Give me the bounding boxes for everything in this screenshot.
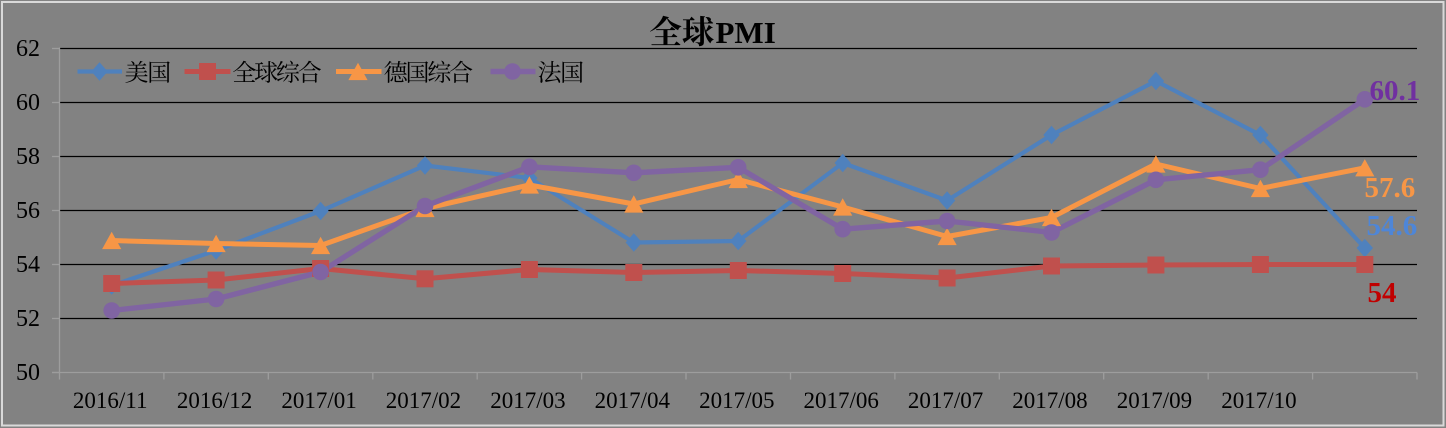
svg-text:62: 62 — [16, 36, 40, 62]
svg-text:2017/01: 2017/01 — [281, 388, 356, 413]
svg-text:2017/02: 2017/02 — [386, 388, 461, 413]
svg-text:2017/03: 2017/03 — [490, 388, 565, 413]
svg-text:60: 60 — [16, 90, 40, 116]
svg-text:58: 58 — [16, 144, 40, 170]
svg-text:57.6: 57.6 — [1365, 172, 1416, 204]
svg-text:2017/05: 2017/05 — [699, 388, 774, 413]
svg-text:54: 54 — [16, 252, 40, 278]
svg-text:2016/11: 2016/11 — [73, 388, 148, 413]
svg-text:2017/07: 2017/07 — [908, 388, 983, 413]
svg-text:2016/12: 2016/12 — [177, 388, 252, 413]
svg-text:2017/09: 2017/09 — [1117, 388, 1192, 413]
svg-text:50: 50 — [16, 360, 40, 386]
svg-text:54: 54 — [1368, 277, 1397, 309]
svg-text:2017/06: 2017/06 — [804, 388, 879, 413]
svg-text:52: 52 — [16, 306, 40, 332]
svg-text:56: 56 — [16, 198, 40, 224]
svg-text:2017/08: 2017/08 — [1012, 388, 1087, 413]
svg-text:2017/04: 2017/04 — [595, 388, 671, 413]
svg-text:54.6: 54.6 — [1367, 210, 1418, 242]
svg-text:60.1: 60.1 — [1370, 75, 1421, 107]
svg-text:2017/10: 2017/10 — [1221, 388, 1296, 413]
svg-text:PMI: PMI — [716, 15, 776, 50]
